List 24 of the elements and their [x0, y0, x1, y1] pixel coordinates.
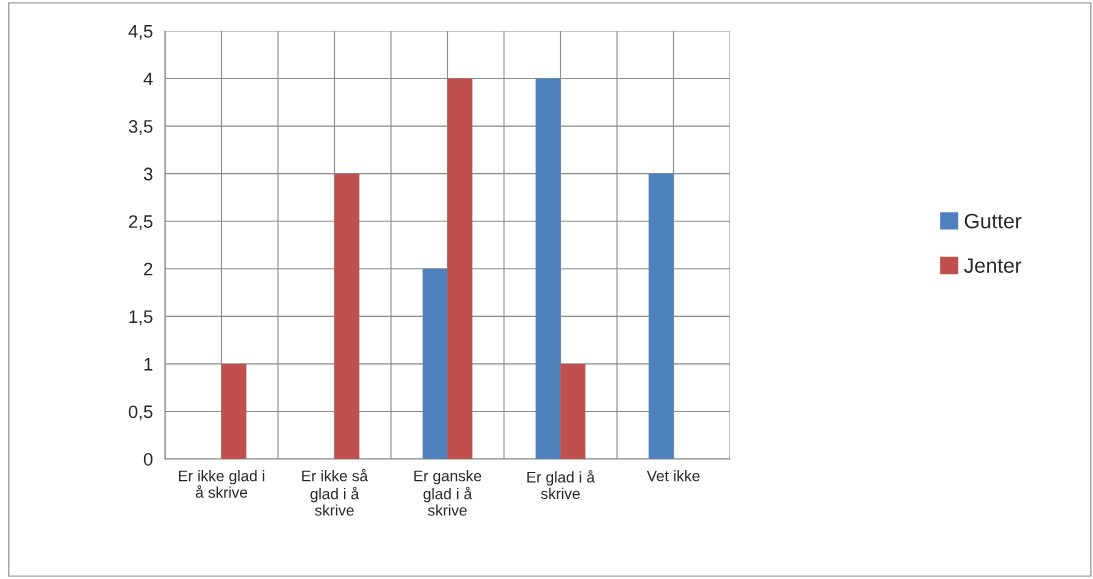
y-tick-label: 0 — [143, 452, 153, 466]
x-tick-label: Er glad i å skrive — [527, 470, 595, 500]
y-tick-label: 0,5 — [128, 405, 153, 421]
y-tick-label: 4 — [143, 72, 153, 86]
x-tick-label: Er ikke så glad i å skrive — [302, 468, 369, 516]
legend-label: Jenter — [964, 258, 1022, 273]
y-tick-label: 3,5 — [128, 120, 153, 135]
x-tick-label: Er ikke glad i å skrive — [179, 470, 265, 498]
x-tick-label: Vet ikke — [646, 470, 700, 482]
x-tick-label: Er ganske glad i å skrive — [414, 470, 482, 516]
bar — [422, 268, 448, 459]
y-tick-label: 3 — [143, 167, 153, 181]
bar — [648, 173, 674, 459]
legend-label: Gutter — [964, 213, 1022, 229]
bar — [334, 173, 360, 459]
bar — [447, 78, 473, 459]
bar — [560, 363, 586, 459]
bar — [221, 363, 247, 459]
y-tick-label: 2,5 — [129, 215, 153, 231]
bar — [535, 78, 561, 459]
y-tick-label: 2 — [144, 262, 153, 276]
y-tick-label: 1,5 — [129, 310, 153, 326]
y-tick-label: 4,5 — [128, 25, 153, 40]
y-tick-label: 1 — [144, 358, 153, 371]
